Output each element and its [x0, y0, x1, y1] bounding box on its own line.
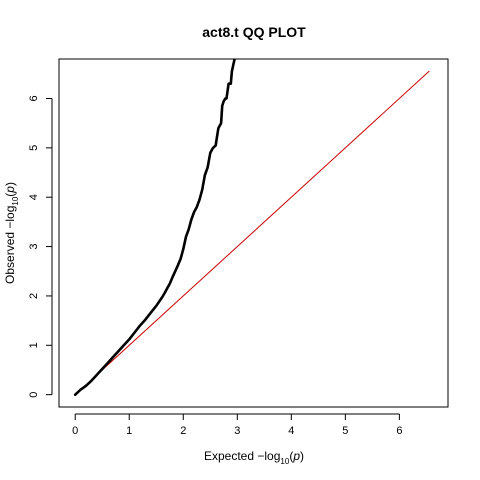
x-tick-label: 0 [72, 425, 78, 437]
y-tick-label: 5 [28, 145, 40, 151]
y-axis-label-var: p [3, 186, 17, 194]
y-axis-label-prefix: Observed [3, 229, 17, 284]
y-axis-label-minus: − [3, 222, 17, 229]
y-tick-label: 6 [28, 95, 40, 101]
observed-series-line [73, 59, 236, 397]
series-layer [73, 59, 430, 397]
x-axis-label-close-paren: ) [300, 449, 304, 463]
x-axis-label: Expected −log10(p) [204, 449, 304, 466]
expected-diagonal-line [74, 70, 430, 396]
x-axis-label-open-paren: ( [289, 449, 293, 463]
x-axis-label-log: log [264, 449, 280, 463]
x-tick-label: 1 [126, 425, 132, 437]
x-tick-label: 6 [396, 425, 402, 437]
y-tick-label: 1 [28, 342, 40, 348]
y-tick-label: 2 [28, 293, 40, 299]
x-tick-label: 3 [234, 425, 240, 437]
y-tick-label: 0 [28, 392, 40, 398]
y-axis-label-close-paren: ) [3, 182, 17, 186]
x-axis-label-var: p [292, 449, 300, 463]
x-tick-label: 2 [180, 425, 186, 437]
x-axis: 0 1 2 3 4 5 6 [72, 413, 402, 437]
plot-box [58, 58, 449, 408]
x-tick-label: 5 [342, 425, 348, 437]
y-axis: 0 1 2 3 4 5 6 [28, 95, 53, 398]
chart-title: act8.t QQ PLOT [202, 24, 306, 40]
y-axis-label: Observed −log10(p) [3, 182, 20, 284]
x-axis-label-minus: − [257, 449, 264, 463]
x-tick-label: 4 [288, 425, 294, 437]
y-tick-label: 4 [28, 194, 40, 200]
y-axis-label-base: 10 [11, 196, 20, 205]
y-tick-label: 3 [28, 244, 40, 250]
y-axis-label-open-paren: ( [3, 193, 17, 197]
x-axis-label-prefix: Expected [204, 449, 257, 463]
y-axis-label-log: log [3, 206, 17, 222]
plot-area [73, 59, 430, 397]
x-axis-label-base: 10 [280, 457, 289, 466]
